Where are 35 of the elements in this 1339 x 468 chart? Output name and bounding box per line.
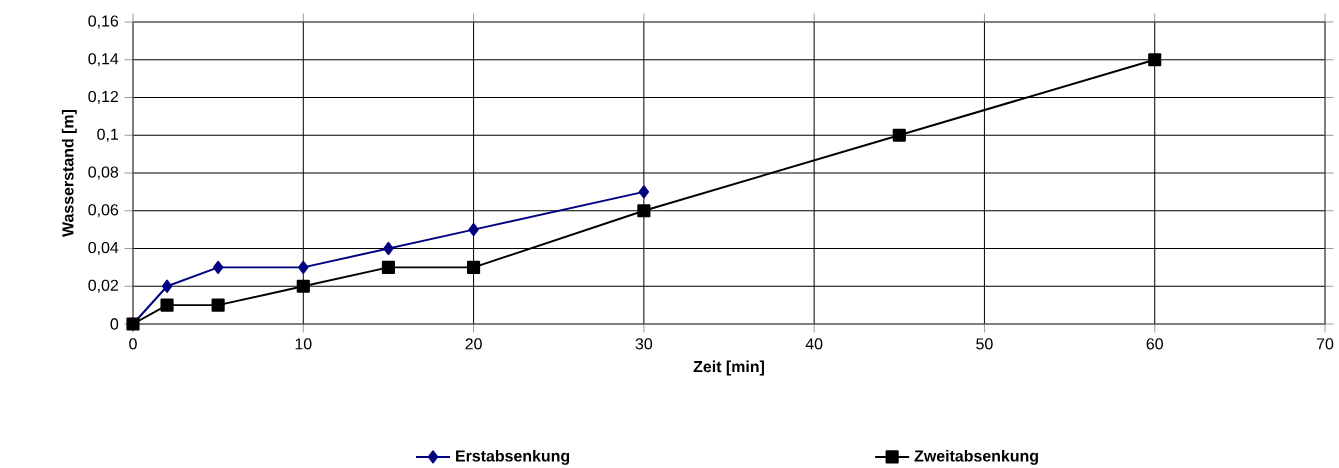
y-tick-label: 0,12 [88, 90, 118, 105]
x-tick-label: 60 [1146, 338, 1163, 350]
x-tick-label: 10 [295, 338, 312, 350]
y-tick-label: 0,08 [88, 166, 119, 180]
point [296, 279, 310, 293]
x-tick-label: 30 [635, 338, 653, 350]
point [381, 260, 396, 274]
point [160, 298, 174, 312]
x-axis-title: Zeit [min] [693, 360, 764, 376]
point [212, 260, 224, 274]
point [468, 223, 479, 237]
x-tick-label: 50 [976, 338, 993, 350]
y-axis-title: Wasserstand [m] [61, 110, 77, 237]
point [383, 241, 394, 256]
y-tick-label: 0,06 [88, 204, 119, 218]
point [637, 204, 651, 218]
legend-label: Zweitabsenkung [914, 449, 1038, 465]
x-tick-label: 20 [465, 338, 482, 350]
point [298, 260, 309, 274]
y-tick-label: 0,02 [88, 279, 118, 293]
point [1148, 53, 1162, 67]
x-tick-label: 70 [1316, 338, 1334, 350]
x-tick-label: 0 [129, 338, 137, 350]
point [892, 128, 906, 142]
point [638, 185, 650, 199]
y-tick-label: 0,16 [88, 15, 119, 29]
point [161, 279, 173, 293]
y-tick-label: 0,1 [97, 128, 119, 142]
x-tick-label: 40 [805, 338, 823, 350]
y-tick-label: 0 [110, 318, 119, 330]
y-tick-label: 0,14 [88, 53, 119, 67]
point [211, 298, 225, 312]
legend-label: Erstabsenkung [456, 449, 570, 465]
y-tick-label: 0,04 [88, 241, 119, 256]
point [466, 260, 481, 274]
